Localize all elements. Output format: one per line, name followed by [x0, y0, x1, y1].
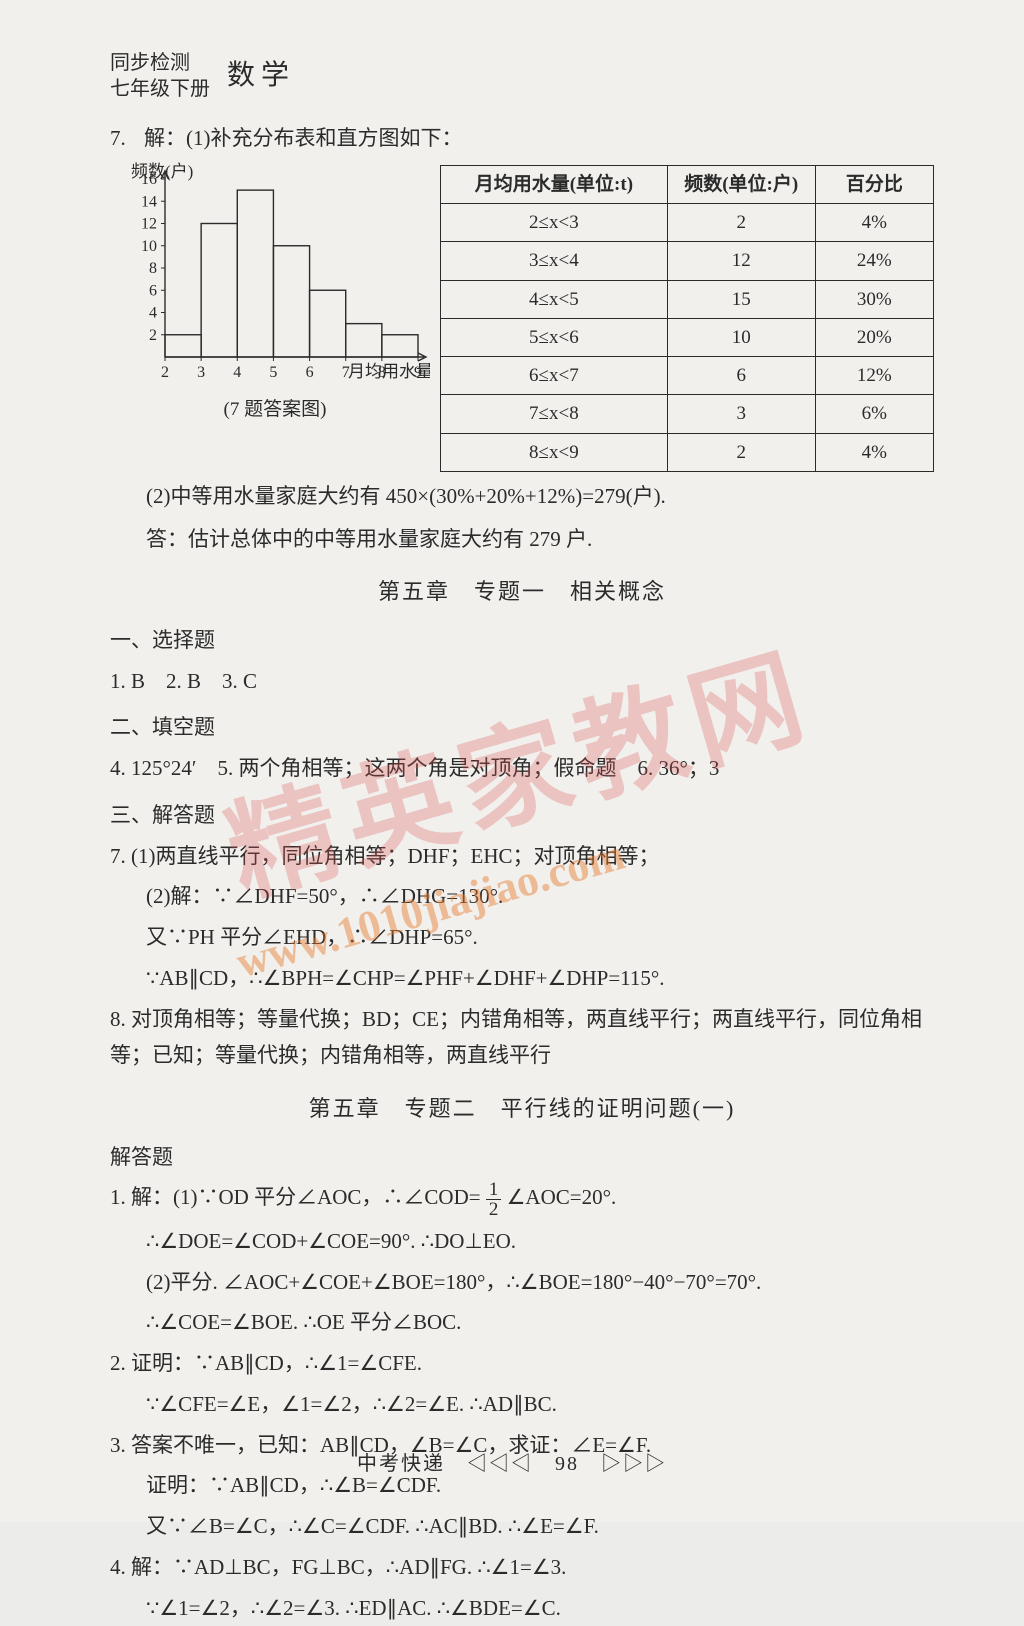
- fraction-half: 1 2: [486, 1180, 502, 1219]
- table-cell: 24%: [815, 242, 933, 280]
- s2-q1-l2: ∴∠DOE=∠COD+∠COE=90°. ∴DO⊥EO.: [110, 1223, 934, 1260]
- table-cell: 20%: [815, 318, 933, 356]
- table-cell: 2: [667, 433, 815, 471]
- table-cell: 3≤x<4: [441, 242, 668, 280]
- table-row: 7≤x<836%: [441, 395, 934, 433]
- chart-table-row: 24681012141623456789频数(户)月均用水量(t) (7 题答案…: [110, 161, 934, 472]
- section1-h3: 三、解答题: [110, 797, 934, 834]
- svg-text:2: 2: [161, 364, 169, 381]
- table-header-cell: 月均用水量(单位:t): [441, 165, 668, 203]
- frac-den: 2: [486, 1200, 502, 1219]
- q7-part2-line2: 答：估计总体中的中等用水量家庭大约有 279 户.: [110, 521, 934, 558]
- s2-q1-l1: 1. 解：(1)∵OD 平分∠AOC，∴∠COD= 1 2 ∠AOC=20°.: [110, 1179, 934, 1219]
- table-cell: 5≤x<6: [441, 318, 668, 356]
- header-line-2: 七年级下册: [110, 78, 210, 100]
- s2-q4-l2: ∵∠1=∠2，∴∠2=∠3. ∴ED∥AC. ∴∠BDE=∠C.: [110, 1590, 934, 1626]
- histogram-wrap: 24681012141623456789频数(户)月均用水量(t) (7 题答案…: [110, 161, 440, 426]
- svg-text:10: 10: [141, 238, 157, 255]
- table-cell: 3: [667, 395, 815, 433]
- s1-a8: 8. 对顶角相等；等量代换；BD；CE；内错角相等，两直线平行；两直线平行，同位…: [110, 1001, 934, 1075]
- section2-title: 第五章 专题二 平行线的证明问题(一): [110, 1090, 934, 1129]
- table-row: 6≤x<7612%: [441, 357, 934, 395]
- table-cell: 8≤x<9: [441, 433, 668, 471]
- section1-h1: 一、选择题: [110, 622, 934, 659]
- svg-text:3: 3: [197, 364, 205, 381]
- table-cell: 4%: [815, 433, 933, 471]
- frequency-table-wrap: 月均用水量(单位:t)频数(单位:户)百分比2≤x<324%3≤x<41224%…: [440, 161, 934, 472]
- table-cell: 4%: [815, 204, 933, 242]
- svg-text:月均用水量(t): 月均用水量(t): [348, 362, 430, 381]
- s2-q3-l3: 又∵∠B=∠C，∴∠C=∠CDF. ∴AC∥BD. ∴∠E=∠F.: [110, 1508, 934, 1545]
- s1-a7-l4: ∵AB∥CD，∴∠BPH=∠CHP=∠PHF+∠DHF+∠DHP=115°.: [110, 960, 934, 997]
- s2-q4-l1: 4. 解：∵AD⊥BC，FG⊥BC，∴AD∥FG. ∴∠1=∠3.: [110, 1549, 934, 1586]
- table-cell: 2≤x<3: [441, 204, 668, 242]
- svg-text:2: 2: [149, 327, 157, 344]
- frequency-table: 月均用水量(单位:t)频数(单位:户)百分比2≤x<324%3≤x<41224%…: [440, 165, 934, 472]
- q7-block: 7. 解：(1)补充分布表和直方图如下：: [110, 120, 934, 157]
- s2-q1-l4: ∴∠COE=∠BOE. ∴OE 平分∠BOC.: [110, 1304, 934, 1341]
- s2-q1-l1a: 1. 解：(1)∵OD 平分∠AOC，∴∠COD=: [110, 1185, 481, 1209]
- q7-part2-line1: (2)中等用水量家庭大约有 450×(30%+20%+12%)=279(户).: [110, 478, 934, 515]
- svg-text:5: 5: [269, 364, 277, 381]
- table-header-cell: 百分比: [815, 165, 933, 203]
- table-row: 5≤x<61020%: [441, 318, 934, 356]
- table-cell: 12%: [815, 357, 933, 395]
- svg-text:6: 6: [149, 282, 157, 299]
- s2-q2-l2: ∵∠CFE=∠E，∠1=∠2，∴∠2=∠E. ∴AD∥BC.: [110, 1386, 934, 1423]
- s2-q1-l1b: ∠AOC=20°.: [507, 1185, 617, 1209]
- s1-a7-l1: 7. (1)两直线平行，同位角相等；DHF；EHC；对顶角相等；: [110, 838, 934, 875]
- svg-text:12: 12: [141, 215, 157, 232]
- table-header-cell: 频数(单位:户): [667, 165, 815, 203]
- s1-a7-l3: 又∵PH 平分∠EHD，∴∠DHP=65°.: [110, 919, 934, 956]
- s1-a7-l2: (2)解：∵∠DHF=50°，∴∠DHG=130°.: [110, 878, 934, 915]
- page-footer: 中考快递 ◁◁◁ 98 ▷▷▷: [0, 1447, 1024, 1482]
- header-lines: 同步检测 七年级下册: [110, 50, 210, 102]
- table-cell: 4≤x<5: [441, 280, 668, 318]
- table-cell: 12: [667, 242, 815, 280]
- table-row: 3≤x<41224%: [441, 242, 934, 280]
- table-cell: 6%: [815, 395, 933, 433]
- svg-text:4: 4: [233, 364, 241, 381]
- svg-text:6: 6: [306, 364, 314, 381]
- svg-text:8: 8: [149, 260, 157, 277]
- table-cell: 30%: [815, 280, 933, 318]
- header-subject: 数学: [227, 60, 295, 91]
- s2-q2-l1: 2. 证明：∵AB∥CD，∴∠1=∠CFE.: [110, 1345, 934, 1382]
- q7-label: 7.: [110, 120, 144, 157]
- svg-text:14: 14: [141, 193, 157, 210]
- header-line-1: 同步检测: [110, 52, 190, 74]
- table-cell: 6: [667, 357, 815, 395]
- histogram: 24681012141623456789频数(户)月均用水量(t): [110, 161, 430, 391]
- s2-q1-l3: (2)平分. ∠AOC+∠COE+∠BOE=180°，∴∠BOE=180°−40…: [110, 1264, 934, 1301]
- table-cell: 7≤x<8: [441, 395, 668, 433]
- page-header: 同步检测 七年级下册 数学: [110, 50, 934, 102]
- page-root: 同步检测 七年级下册 数学 7. 解：(1)补充分布表和直方图如下： 2 4 6 8 1…: [0, 0, 1024, 1522]
- frac-num: 1: [486, 1180, 502, 1200]
- table-cell: 2: [667, 204, 815, 242]
- section1-title: 第五章 专题一 相关概念: [110, 573, 934, 612]
- table-row: 8≤x<924%: [441, 433, 934, 471]
- table-cell: 10: [667, 318, 815, 356]
- q7-intro: 解：(1)补充分布表和直方图如下：: [144, 120, 934, 157]
- section1-h2: 二、填空题: [110, 709, 934, 746]
- table-cell: 15: [667, 280, 815, 318]
- svg-text:4: 4: [149, 304, 157, 321]
- table-cell: 6≤x<7: [441, 357, 668, 395]
- histogram-caption: (7 题答案图): [110, 393, 440, 426]
- table-row: 4≤x<51530%: [441, 280, 934, 318]
- svg-text:频数(户): 频数(户): [131, 162, 193, 181]
- table-row: 2≤x<324%: [441, 204, 934, 242]
- section1-fill: 4. 125°24′ 5. 两个角相等；这两个角是对顶角；假命题 6. 36°；…: [110, 750, 934, 787]
- section2-h1: 解答题: [110, 1139, 934, 1176]
- section1-choice: 1. B 2. B 3. C: [110, 663, 934, 700]
